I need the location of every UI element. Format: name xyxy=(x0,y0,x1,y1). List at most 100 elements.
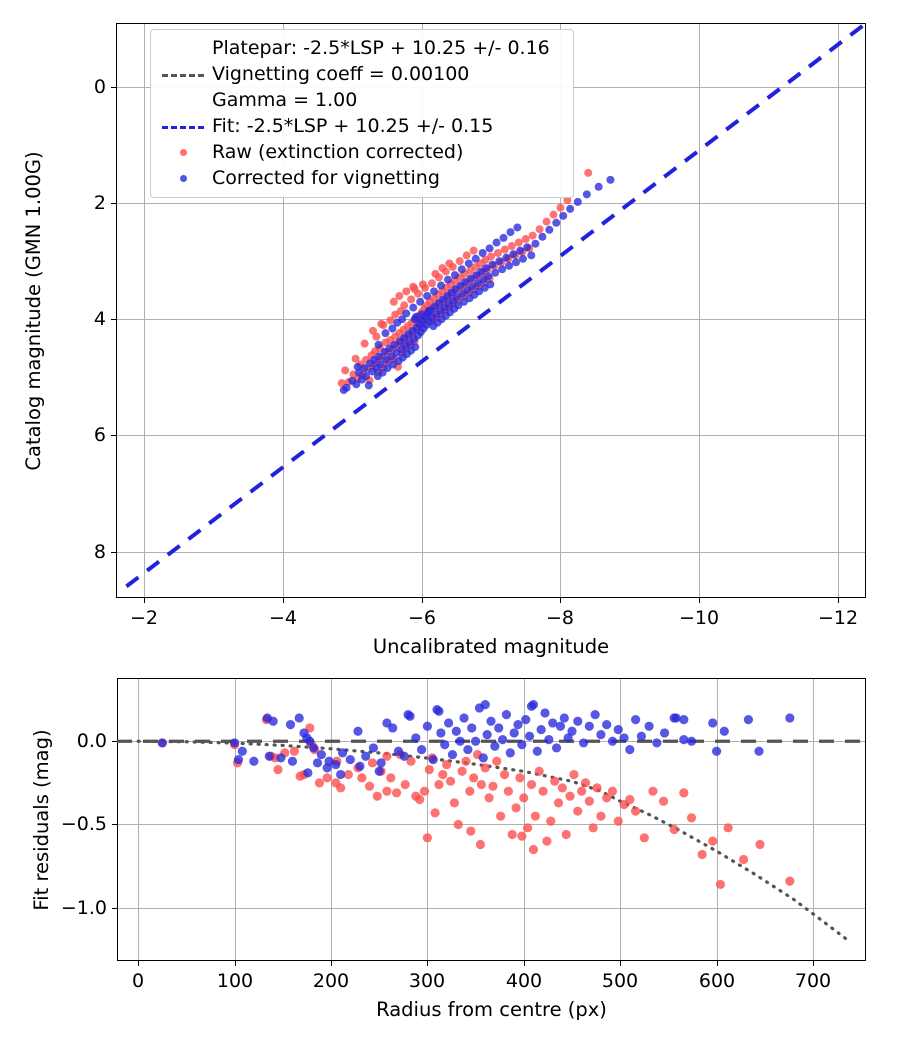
data-point xyxy=(305,736,315,746)
data-point xyxy=(540,708,550,718)
data-point xyxy=(361,751,371,761)
data-point xyxy=(316,749,326,760)
data-point xyxy=(513,223,522,232)
data-point xyxy=(521,235,530,244)
legend-red-marker-icon xyxy=(160,141,206,163)
data-point xyxy=(377,319,386,328)
data-point xyxy=(602,720,612,730)
data-point xyxy=(453,819,463,830)
data-point xyxy=(552,218,561,227)
data-point xyxy=(506,228,515,237)
x-tick xyxy=(144,598,146,603)
data-point xyxy=(427,279,436,288)
data-point xyxy=(449,798,459,808)
data-point xyxy=(438,264,447,273)
x-tick-label: 500 xyxy=(601,970,639,992)
data-point xyxy=(553,798,564,808)
y-tick xyxy=(111,319,116,321)
data-point xyxy=(561,829,571,840)
data-point xyxy=(526,779,537,790)
legend-item-label: Platepar: -2.5*LSP + 10.25 +/- 0.16 xyxy=(212,37,550,59)
data-point xyxy=(743,715,754,725)
data-point xyxy=(588,823,598,833)
data-point xyxy=(531,239,540,248)
data-point xyxy=(521,715,531,725)
data-point xyxy=(505,748,515,758)
legend-item[interactable]: Gamma = 1.00 xyxy=(160,87,564,113)
legend-item[interactable]: Vignetting coeff = 0.00100 xyxy=(160,61,564,87)
data-point xyxy=(386,773,396,783)
data-point xyxy=(755,839,765,850)
data-point xyxy=(607,736,618,746)
legend-item[interactable]: Fit: -2.5*LSP + 10.25 +/- 0.15 xyxy=(160,113,564,139)
data-point xyxy=(509,728,519,738)
data-point xyxy=(596,811,606,821)
legend-item[interactable]: Platepar: -2.5*LSP + 10.25 +/- 0.16 xyxy=(160,35,564,61)
marker-glyph xyxy=(179,148,187,156)
data-point xyxy=(157,738,167,748)
data-point xyxy=(485,244,494,253)
data-point xyxy=(636,731,647,741)
x-tick xyxy=(235,961,237,966)
data-point xyxy=(517,831,527,841)
data-point xyxy=(484,793,494,803)
gridline-horizontal xyxy=(117,435,865,436)
data-point xyxy=(268,716,278,726)
data-point xyxy=(462,251,471,260)
data-point xyxy=(542,217,551,226)
data-point xyxy=(273,764,283,775)
data-point xyxy=(466,826,476,836)
data-point xyxy=(584,168,593,177)
x-tick-label: −6 xyxy=(407,607,437,629)
data-point xyxy=(312,758,323,768)
data-point xyxy=(276,753,286,763)
data-point xyxy=(613,816,623,826)
data-point xyxy=(391,788,402,798)
data-point xyxy=(544,734,554,745)
data-point xyxy=(445,776,456,786)
data-point xyxy=(430,287,439,296)
data-point xyxy=(607,786,618,796)
data-point xyxy=(451,726,461,736)
gridline-horizontal xyxy=(117,552,865,553)
data-point xyxy=(484,272,493,281)
data-point xyxy=(754,746,764,756)
x-tick-label: 0 xyxy=(131,970,145,992)
data-point xyxy=(336,769,346,780)
data-point xyxy=(445,259,454,268)
data-point xyxy=(530,811,540,821)
legend-blue-marker-icon xyxy=(160,167,206,189)
data-point xyxy=(345,754,355,765)
data-point xyxy=(434,779,444,790)
dashed-line-glyph xyxy=(162,74,204,77)
data-point xyxy=(659,728,670,738)
data-point xyxy=(459,713,469,723)
data-point xyxy=(708,718,718,728)
data-point xyxy=(708,836,718,846)
data-point xyxy=(322,763,332,773)
x-tick-label: −10 xyxy=(678,607,720,629)
legend-dashed-blue-line-icon xyxy=(160,115,206,137)
data-point xyxy=(374,766,384,776)
legend-item[interactable]: Corrected for vignetting xyxy=(160,165,564,191)
data-point xyxy=(399,751,409,761)
data-point xyxy=(686,813,697,823)
data-point xyxy=(398,315,407,324)
data-point xyxy=(596,730,606,740)
gridline-vertical xyxy=(560,24,561,597)
x-tick-label: 200 xyxy=(312,970,350,992)
data-point xyxy=(494,723,504,733)
data-point xyxy=(443,275,452,284)
data-point xyxy=(503,786,513,796)
data-point xyxy=(723,823,733,833)
data-point xyxy=(524,731,535,741)
data-point xyxy=(230,738,240,748)
data-point xyxy=(264,751,274,761)
y-tick-label: 2 xyxy=(93,192,106,214)
legend-no-handle xyxy=(160,89,206,111)
data-point xyxy=(512,258,520,267)
data-point xyxy=(436,728,446,738)
data-point xyxy=(376,758,386,768)
legend-item[interactable]: Raw (extinction corrected) xyxy=(160,139,564,165)
